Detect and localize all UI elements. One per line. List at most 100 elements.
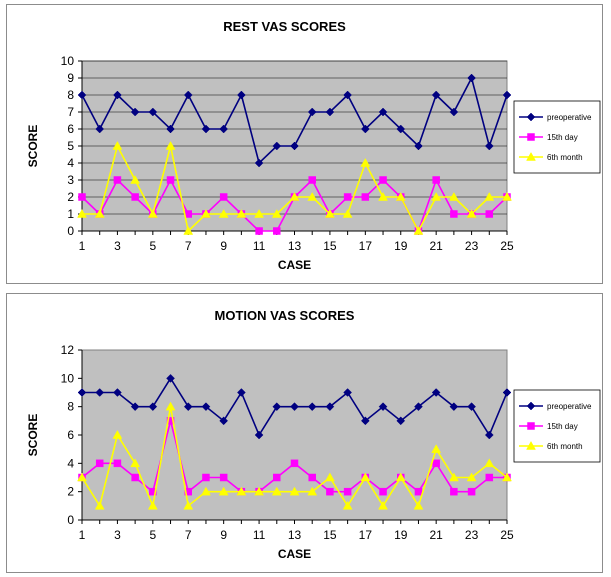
data-point-6th-month bbox=[289, 486, 300, 496]
data-point-15th-day bbox=[379, 176, 387, 184]
x-tick-label: 21 bbox=[429, 239, 443, 253]
data-point-preoperative bbox=[219, 124, 229, 134]
legend-label: 15th day bbox=[547, 133, 578, 142]
data-point-preoperative bbox=[272, 402, 282, 412]
y-tick-label: 5 bbox=[67, 139, 74, 153]
x-tick-label: 11 bbox=[253, 239, 266, 253]
data-point-6th-month bbox=[165, 140, 176, 150]
data-point-15th-day bbox=[450, 487, 458, 496]
x-tick-label: 1 bbox=[79, 239, 86, 253]
y-axis-title: SCORE bbox=[26, 414, 40, 457]
data-point-6th-month bbox=[360, 157, 371, 167]
data-point-6th-month bbox=[484, 458, 495, 468]
x-axis-title: CASE bbox=[278, 258, 311, 272]
data-point-6th-month bbox=[395, 472, 406, 482]
legend-marker bbox=[526, 440, 536, 450]
data-point-6th-month bbox=[201, 208, 211, 218]
y-tick-label: 4 bbox=[67, 456, 74, 470]
data-point-15th-day bbox=[78, 193, 86, 201]
data-point-preoperative bbox=[77, 90, 87, 100]
x-tick-label: 15 bbox=[323, 528, 337, 542]
y-tick-label: 4 bbox=[67, 156, 74, 170]
y-tick-label: 10 bbox=[61, 54, 75, 68]
data-point-6th-month bbox=[413, 500, 424, 510]
data-point-15th-day bbox=[149, 487, 157, 496]
data-point-preoperative bbox=[95, 124, 105, 134]
x-tick-label: 7 bbox=[185, 528, 192, 542]
data-point-6th-month bbox=[395, 191, 406, 201]
data-point-6th-month bbox=[183, 500, 194, 510]
x-tick-label: 25 bbox=[500, 239, 514, 253]
data-point-preoperative bbox=[325, 402, 335, 412]
legend-label: 6th month bbox=[547, 153, 583, 162]
x-tick-label: 3 bbox=[114, 528, 121, 542]
data-point-preoperative bbox=[237, 90, 246, 100]
data-point-preoperative bbox=[307, 107, 317, 117]
data-point-preoperative bbox=[449, 107, 459, 117]
data-point-15th-day bbox=[432, 176, 440, 184]
data-point-15th-day bbox=[219, 473, 228, 482]
data-point-preoperative bbox=[431, 388, 441, 397]
data-point-preoperative bbox=[484, 430, 494, 440]
data-point-6th-month bbox=[218, 208, 229, 218]
x-tick-label: 5 bbox=[149, 239, 156, 253]
x-tick-label: 21 bbox=[429, 528, 443, 542]
data-point-15th-day bbox=[467, 487, 476, 496]
data-point-6th-month bbox=[307, 486, 318, 496]
x-tick-label: 17 bbox=[359, 239, 373, 253]
data-point-6th-month bbox=[183, 225, 194, 235]
data-point-6th-month bbox=[342, 500, 353, 510]
data-point-preoperative bbox=[414, 141, 423, 151]
motion-vas-chart: MOTION VAS SCORES 0 2 4 6 8 10 12 1 3 5 7 9 11 13 15 17 1… bbox=[6, 293, 603, 573]
data-point-6th-month bbox=[201, 486, 211, 496]
chart-title: REST VAS SCORES bbox=[223, 19, 346, 34]
data-point-6th-month bbox=[324, 208, 335, 218]
x-tick-label: 3 bbox=[114, 239, 121, 253]
y-tick-label: 10 bbox=[61, 371, 75, 385]
data-point-6th-month bbox=[94, 208, 105, 218]
y-tick-label: 3 bbox=[67, 173, 74, 187]
data-point-15th-day bbox=[485, 210, 494, 218]
data-point-6th-month bbox=[77, 472, 87, 482]
data-point-preoperative bbox=[431, 90, 441, 100]
data-point-15th-day bbox=[343, 193, 352, 201]
data-point-15th-day bbox=[202, 473, 210, 482]
data-point-preoperative bbox=[360, 416, 370, 426]
data-point-preoperative bbox=[343, 388, 352, 397]
data-point-15th-day bbox=[379, 487, 387, 496]
data-point-15th-day bbox=[166, 417, 175, 425]
x-tick-label: 17 bbox=[359, 528, 373, 542]
data-point-preoperative bbox=[307, 402, 317, 412]
data-point-preoperative bbox=[130, 107, 140, 117]
data-point-6th-month bbox=[271, 208, 282, 218]
data-point-preoperative bbox=[183, 402, 193, 412]
legend-marker bbox=[526, 112, 536, 122]
data-point-preoperative bbox=[502, 388, 512, 397]
data-point-15th-day bbox=[432, 459, 440, 468]
y-tick-label: 0 bbox=[67, 513, 74, 527]
data-point-6th-month bbox=[466, 472, 477, 482]
data-point-15th-day bbox=[326, 487, 334, 496]
data-point-preoperative bbox=[254, 158, 264, 168]
y-tick-label: 7 bbox=[67, 105, 74, 119]
data-point-15th-day bbox=[113, 459, 122, 468]
data-point-6th-month bbox=[378, 500, 388, 510]
data-point-preoperative bbox=[290, 141, 299, 151]
legend-marker bbox=[527, 422, 535, 430]
y-axis-title: SCORE bbox=[26, 125, 40, 168]
data-point-6th-month bbox=[378, 191, 388, 201]
data-point-preoperative bbox=[272, 141, 282, 151]
y-tick-label: 2 bbox=[67, 485, 74, 499]
y-tick-label: 6 bbox=[67, 428, 74, 442]
data-point-preoperative bbox=[449, 402, 459, 412]
data-point-15th-day bbox=[308, 176, 316, 184]
data-point-15th-day bbox=[131, 193, 139, 201]
data-point-15th-day bbox=[166, 176, 175, 184]
y-tick-label: 2 bbox=[67, 190, 74, 204]
data-point-6th-month bbox=[130, 174, 141, 184]
data-point-6th-month bbox=[448, 191, 459, 201]
x-tick-label: 1 bbox=[79, 528, 86, 542]
data-point-preoperative bbox=[290, 402, 299, 412]
